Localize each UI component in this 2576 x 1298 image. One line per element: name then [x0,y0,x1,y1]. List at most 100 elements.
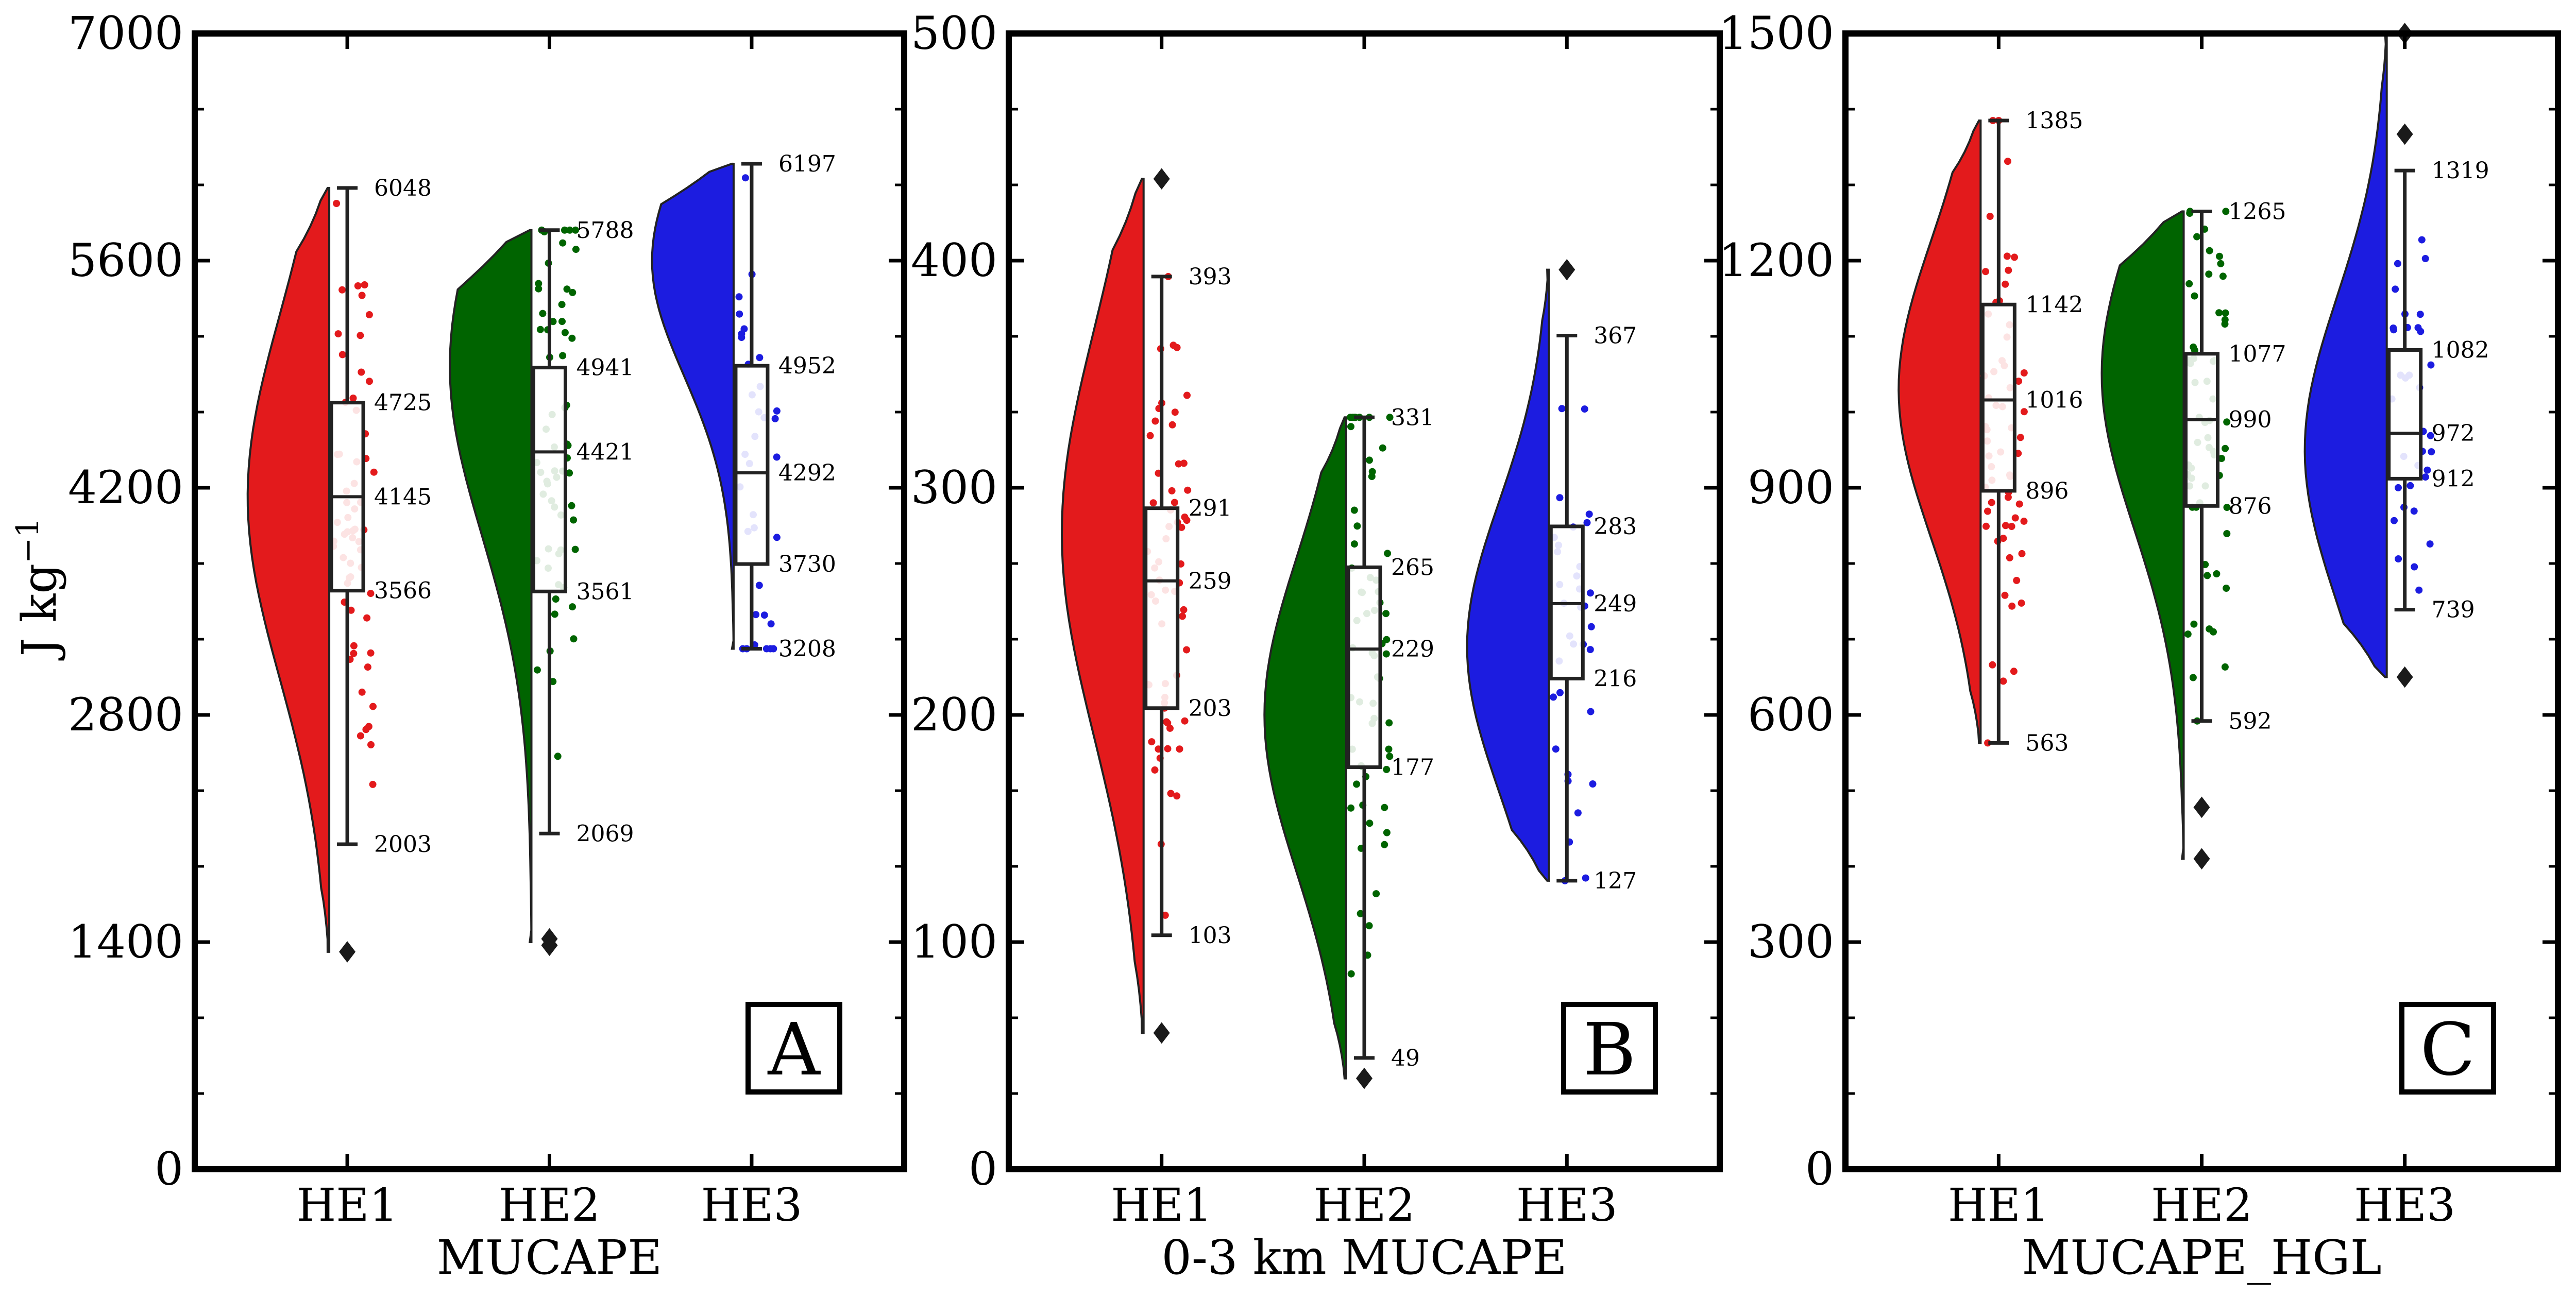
data-point [2210,628,2217,636]
outlier-marker [2193,796,2210,818]
data-point [1581,405,1588,413]
annotation-label: 972 [2432,420,2475,447]
data-point [2190,343,2197,351]
y-tick-label: 5600 [68,234,183,287]
data-point [1183,391,1191,399]
x-tick-label: HE1 [1111,1179,1212,1232]
annotation-label: 367 [1594,323,1637,349]
data-point [1168,487,1176,494]
data-point [2415,586,2423,594]
data-point [1982,522,1990,530]
data-point [363,614,371,622]
annotation-label: 3561 [577,578,634,605]
data-point [1556,494,1564,502]
data-point [735,293,743,301]
group-he2: 331 265 229 177 49 [1263,404,1434,1089]
data-point [1583,519,1591,526]
data-point [2219,272,2227,280]
data-point [354,282,362,289]
data-point [1365,922,1373,930]
annotation-label: 265 [1391,554,1434,580]
data-point [2416,311,2424,318]
data-point [2394,260,2401,267]
data-point [1382,610,1390,618]
box-he1 [1144,506,1180,710]
annotation-label: 4145 [374,484,432,510]
data-point [1164,719,1172,727]
data-point [760,611,768,619]
outlier-marker [2396,123,2413,145]
data-point [1550,693,1557,701]
annotation-label: 4292 [778,460,836,486]
plot-frame [192,30,907,1172]
data-point [2018,550,2026,557]
data-point [2010,668,2018,675]
data-point [1383,765,1391,773]
y-tick-label: 4200 [68,461,183,514]
group-he3: 1319 1082 972 912 739 [2303,23,2489,688]
annotation-label: 1077 [2229,341,2286,367]
annotation-label: 3566 [374,578,432,604]
annotation-label: 2069 [577,821,634,847]
annotation-label: 5788 [577,217,634,244]
data-point [2427,432,2434,439]
y-tick-label: 200 [911,688,997,741]
data-point [1372,890,1380,898]
y-tick-label: 0 [155,1142,183,1195]
violin-he2 [1263,416,1347,1080]
data-point [2418,236,2426,244]
data-point [566,226,573,234]
annotation-label: 3730 [778,551,836,577]
data-point [2190,620,2198,628]
y-tick-label: 0 [1805,1142,1834,1195]
annotation-label: 1016 [2025,387,2083,413]
data-point [1183,646,1191,654]
data-point [2189,674,2197,681]
data-point [740,325,748,333]
data-point [568,334,576,342]
data-point [367,590,375,597]
data-point [2424,466,2431,474]
data-point [1582,874,1589,882]
data-point [1989,661,1996,669]
data-point [2427,361,2435,369]
x-tick-label: HE2 [499,1179,600,1232]
data-point [570,635,578,643]
annotation-label: 4421 [577,439,634,465]
data-point [2426,540,2434,548]
annotation-label: 1082 [2432,337,2489,363]
annotation-label: 739 [2432,597,2475,623]
panel-label-box [1561,1002,1658,1095]
data-point [2008,523,2015,530]
data-point [1574,809,1582,817]
data-point [569,288,577,296]
violin-he3 [651,162,735,650]
data-point [1999,535,2007,542]
data-point [2015,378,2023,385]
data-point [1386,414,1394,421]
data-point [535,280,543,287]
data-point [366,378,373,385]
outlier-marker [2396,666,2413,688]
x-tick-label: HE1 [1948,1179,2049,1232]
data-point [361,281,368,288]
annotation-label: 1385 [2025,108,2083,134]
data-point [362,726,370,733]
data-point [571,545,579,553]
annotation-label: 896 [2025,478,2069,504]
data-point [1175,460,1182,468]
data-point [2411,563,2418,571]
panel-label: A [767,1008,821,1092]
data-point [2005,266,2012,274]
annotation-label: 990 [2229,407,2272,433]
annotation-label: 331 [1391,404,1434,431]
data-point [572,226,579,234]
group-he2: 5788 4941 4421 3561 2069 [449,217,634,957]
data-point [2020,517,2028,525]
data-point [2392,285,2399,293]
data-point [2389,324,2397,332]
data-point [1350,540,1358,548]
data-point [1149,499,1157,507]
data-point [1988,499,1995,506]
